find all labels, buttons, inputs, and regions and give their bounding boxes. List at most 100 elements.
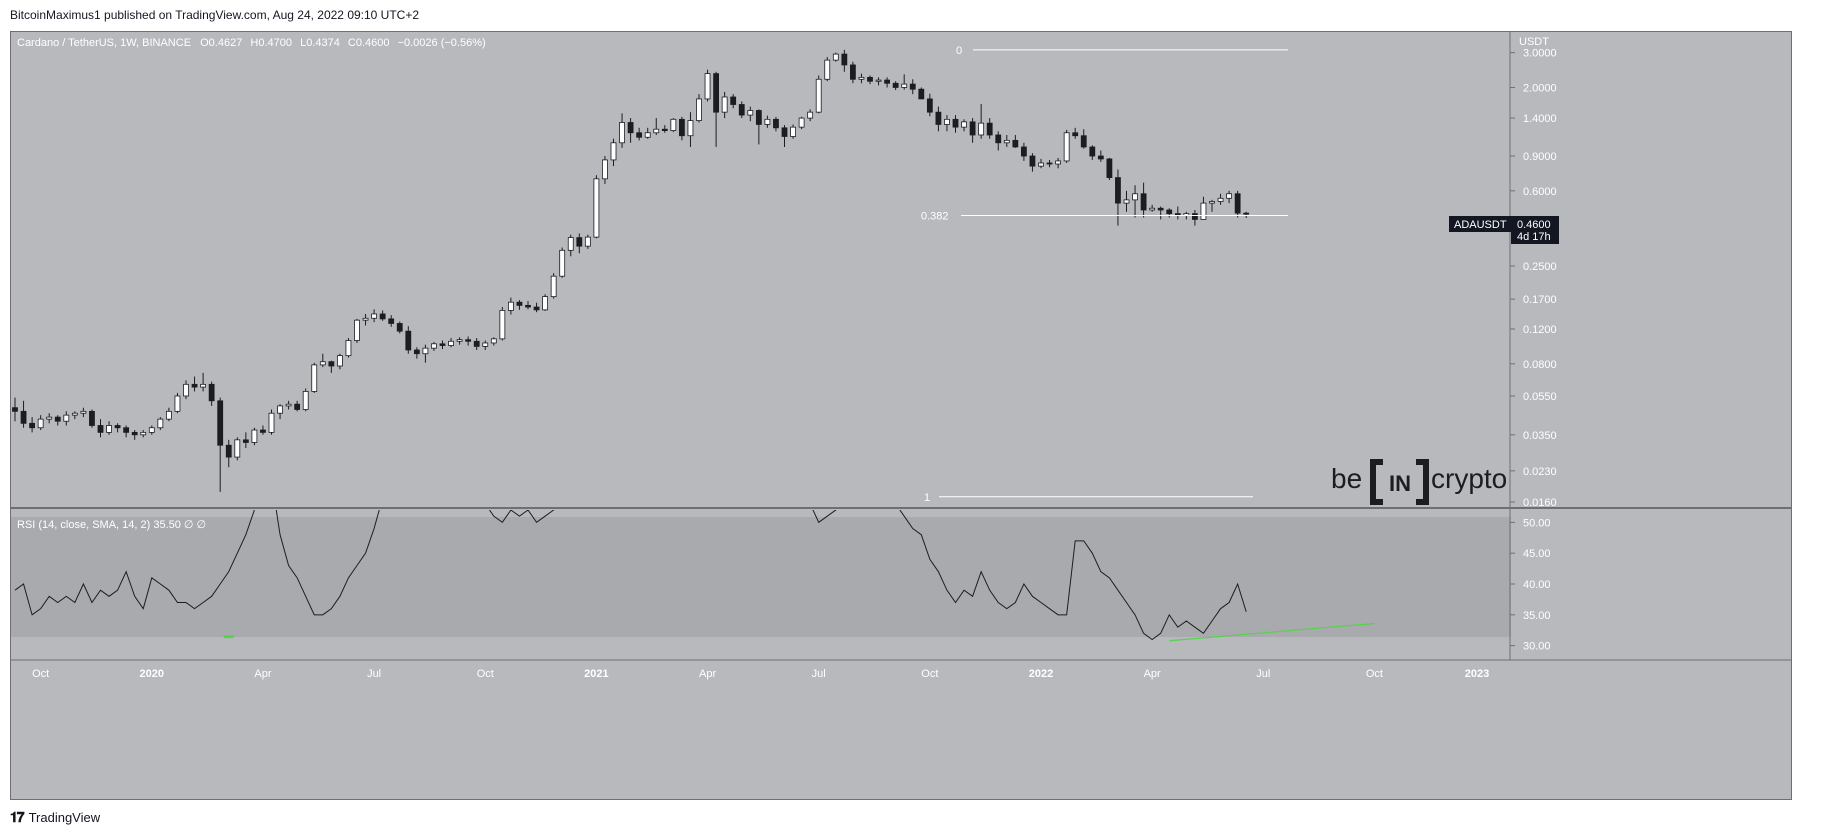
candle-bearish <box>1089 146 1096 157</box>
price-tick-label: 0.0350 <box>1523 430 1557 442</box>
candle-bearish <box>918 88 925 100</box>
candle-bullish <box>1226 193 1232 199</box>
candle-bearish <box>884 79 890 84</box>
candle-bearish <box>1080 135 1087 148</box>
candle-bearish <box>713 73 719 113</box>
time-tick-label: Oct <box>32 668 49 680</box>
time-tick-label: Jul <box>812 668 826 680</box>
candle-bearish <box>1097 155 1104 160</box>
candle-bullish <box>1200 202 1207 220</box>
candle-bearish <box>1029 155 1036 167</box>
candle-bullish <box>670 118 677 132</box>
candle-bullish <box>46 416 53 420</box>
open-value: 0.4627 <box>209 37 243 49</box>
candle-bearish <box>867 76 873 82</box>
candle-bearish <box>20 410 27 424</box>
time-tick-label: 2020 <box>140 668 164 680</box>
candle-bearish <box>473 340 480 347</box>
time-tick-label: Oct <box>921 668 938 680</box>
candle-bullish <box>345 340 352 357</box>
candle-bearish <box>636 132 643 138</box>
chart-frame[interactable]: 0 0.382 1 USDT 3.0000 2.0000 1.4000 0.9000 0… <box>10 31 1792 800</box>
candle-bearish <box>773 118 779 129</box>
fib-label-0: 0 <box>956 45 962 57</box>
candle-bullish <box>593 178 600 238</box>
candle-bullish <box>80 410 87 414</box>
candle-bearish <box>892 82 899 88</box>
rsi-plot[interactable] <box>14 307 1375 642</box>
candle-bearish <box>328 361 335 367</box>
fib-retracement[interactable]: 0 0.382 1 <box>921 45 1288 504</box>
candle-bullish <box>747 110 754 116</box>
time-axis[interactable]: Oct 2020 Apr Jul Oct 2021 Apr Jul Oct 2022 Apr Jul O… <box>32 668 1489 680</box>
candle-bearish <box>89 410 95 426</box>
candle-bullish <box>567 237 574 251</box>
candle-bearish <box>131 431 138 436</box>
candle-bullish <box>721 96 728 113</box>
candle-bearish <box>191 383 198 388</box>
rsi-trendline <box>1169 622 1375 642</box>
candle-bearish <box>388 318 395 324</box>
candle-bearish <box>1234 193 1241 214</box>
candle-bullish <box>696 98 702 121</box>
rsi-line <box>14 510 1247 641</box>
candle-bearish <box>755 110 762 125</box>
candle-bullish <box>961 121 967 128</box>
candle-bullish <box>448 340 454 346</box>
candle-bullish <box>157 418 164 429</box>
time-tick-label: Oct <box>477 668 494 680</box>
price-plot[interactable] <box>12 49 1250 492</box>
candle-bearish <box>1012 139 1019 148</box>
candle-bearish <box>926 98 933 113</box>
symbol-legend[interactable]: Cardano / TetherUS, 1W, BINANCE O0.4627 … <box>17 37 486 49</box>
rsi-axis[interactable]: 50.00 45.00 40.00 35.00 30.00 <box>1510 517 1551 653</box>
price-tick-label: 0.1200 <box>1523 324 1557 336</box>
candle-bullish <box>71 412 78 416</box>
candle-bearish <box>123 427 130 433</box>
candle-bullish <box>1209 201 1215 204</box>
candle-bullish <box>619 122 625 144</box>
price-axis[interactable]: USDT 3.00002.00001.40000.90000.60000.400… <box>1510 36 1557 509</box>
price-badge-ticker-bg <box>1449 216 1511 232</box>
candle-bearish <box>1157 207 1164 211</box>
candle-bearish <box>525 304 531 308</box>
price-tick-label: 0.0230 <box>1523 466 1557 478</box>
rsi-tick-label: 45.00 <box>1523 548 1551 560</box>
price-tick-label: 3.0000 <box>1523 48 1557 60</box>
candle-bearish <box>661 128 668 132</box>
candle-bearish <box>54 416 61 422</box>
candle-bearish <box>396 323 403 332</box>
high-value: 0.4700 <box>258 37 292 49</box>
candle-bearish <box>260 429 266 433</box>
price-tick-label: 0.0550 <box>1523 391 1557 403</box>
candle-bearish <box>1072 132 1079 137</box>
candle-bearish <box>1115 177 1121 204</box>
high-label: H <box>250 37 258 49</box>
price-tick-label: 0.9000 <box>1523 151 1557 163</box>
candle-bullish <box>653 128 660 134</box>
candle-bearish <box>208 383 215 402</box>
candle-bullish <box>37 418 44 429</box>
rsi-legend[interactable]: RSI (14, close, SMA, 14, 2) 35.50 ∅ ∅ <box>17 519 206 531</box>
candle-bearish <box>217 400 224 446</box>
time-tick-label: Apr <box>1144 668 1161 680</box>
candle-bearish <box>995 134 1002 144</box>
candle-bullish <box>507 301 514 311</box>
time-tick-label: Jul <box>367 668 381 680</box>
candle-bullish <box>285 403 292 407</box>
price-badge-countdown: 4d 17h <box>1517 231 1551 243</box>
price-tick-label: 2.0000 <box>1523 82 1557 94</box>
price-badge: ADAUSDT 0.4600 4d 17h <box>1449 216 1559 244</box>
candle-bullish <box>251 429 258 443</box>
candle-bullish <box>790 126 796 137</box>
candle-bullish <box>644 132 651 138</box>
candle-bullish <box>336 355 343 367</box>
candle-bearish <box>935 111 942 125</box>
candle-bullish <box>140 431 147 436</box>
candle-bullish <box>687 120 694 137</box>
close-label: C <box>348 37 356 49</box>
candle-bullish <box>1055 160 1061 165</box>
candle-bullish <box>63 414 70 422</box>
tradingview-logo-icon: 𝟏𝟕 <box>10 809 25 825</box>
chart-canvas[interactable]: 0 0.382 1 USDT 3.0000 2.0000 1.4000 0.9000 0… <box>11 32 1791 799</box>
